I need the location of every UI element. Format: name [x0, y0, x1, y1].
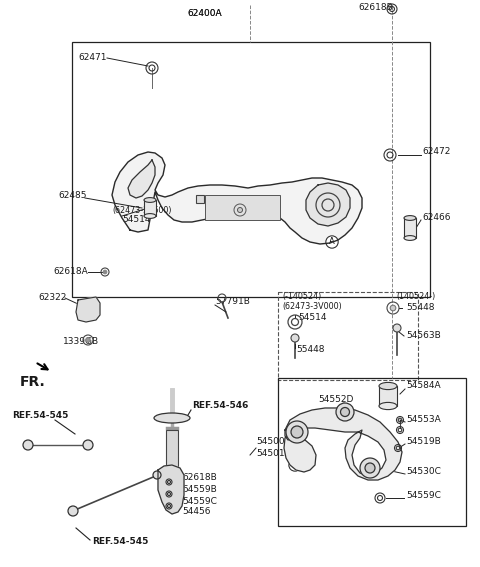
Text: 54559C: 54559C [406, 492, 441, 501]
Bar [144, 200, 156, 216]
Text: 62466: 62466 [422, 214, 451, 222]
Circle shape [238, 208, 242, 213]
Ellipse shape [144, 214, 156, 218]
Text: 62322: 62322 [38, 293, 66, 302]
Circle shape [360, 458, 380, 478]
Text: 54514: 54514 [298, 314, 326, 323]
Circle shape [23, 440, 33, 450]
Text: 54584A: 54584A [406, 382, 441, 391]
Circle shape [393, 324, 401, 332]
Text: 54559B: 54559B [182, 485, 217, 494]
Text: (140524-): (140524-) [396, 291, 435, 301]
Polygon shape [112, 152, 362, 244]
Text: REF.54-545: REF.54-545 [92, 538, 148, 547]
Circle shape [336, 403, 354, 421]
Circle shape [286, 421, 308, 443]
Text: 54551D: 54551D [296, 416, 332, 425]
Text: A: A [329, 238, 335, 247]
Bar [278, 292, 418, 380]
Text: 54552D: 54552D [318, 396, 353, 404]
Bar [196, 195, 204, 203]
Text: 54563B: 54563B [406, 332, 441, 341]
Text: REF.54-546: REF.54-546 [192, 401, 248, 411]
Text: REF.54-545: REF.54-545 [12, 412, 68, 421]
Text: 62618B: 62618B [182, 473, 217, 483]
Text: 54553A: 54553A [406, 416, 441, 425]
Bar [404, 218, 416, 238]
Text: 62471: 62471 [78, 53, 107, 62]
Text: FR.: FR. [20, 375, 46, 389]
Text: 1339GB: 1339GB [63, 337, 99, 346]
Polygon shape [128, 160, 155, 198]
Ellipse shape [154, 413, 190, 423]
Text: 55448: 55448 [406, 303, 434, 311]
Text: 54514: 54514 [122, 215, 151, 225]
Ellipse shape [379, 403, 397, 409]
Circle shape [291, 334, 299, 342]
Text: 55448: 55448 [296, 345, 324, 354]
Text: 54501A: 54501A [256, 448, 291, 458]
Bar [72, 42, 430, 297]
Text: 57791B: 57791B [215, 298, 250, 307]
Polygon shape [306, 183, 350, 226]
Text: 62400A: 62400A [188, 10, 222, 19]
Bar [379, 386, 397, 406]
Circle shape [86, 338, 90, 342]
Text: (-140524): (-140524) [282, 291, 321, 301]
Ellipse shape [404, 236, 416, 240]
Ellipse shape [379, 382, 397, 390]
Polygon shape [284, 408, 402, 480]
Bar [166, 430, 178, 475]
Text: 62400A: 62400A [188, 10, 222, 19]
Polygon shape [158, 465, 184, 514]
Circle shape [103, 270, 107, 274]
Ellipse shape [404, 215, 416, 221]
Circle shape [340, 408, 349, 417]
Circle shape [365, 463, 375, 473]
Circle shape [68, 506, 78, 516]
Text: 54519B: 54519B [406, 438, 441, 446]
Bar [278, 378, 466, 526]
Text: 62472: 62472 [422, 147, 450, 156]
Text: 54500: 54500 [256, 438, 285, 446]
Text: (62473-2S600): (62473-2S600) [112, 205, 171, 214]
Text: 62485: 62485 [58, 192, 86, 201]
Text: 54559C: 54559C [182, 497, 217, 506]
Circle shape [83, 440, 93, 450]
Ellipse shape [144, 198, 156, 202]
Text: 62618A: 62618A [53, 268, 88, 277]
Text: 54456: 54456 [182, 507, 211, 517]
Polygon shape [76, 297, 100, 322]
Circle shape [390, 305, 396, 311]
Text: 62618B: 62618B [358, 3, 393, 12]
Text: A: A [292, 460, 298, 469]
Circle shape [291, 426, 303, 438]
Text: 54530C: 54530C [406, 468, 441, 476]
Circle shape [153, 471, 161, 479]
Bar [205, 195, 280, 220]
Text: (62473-3V000): (62473-3V000) [282, 303, 342, 311]
